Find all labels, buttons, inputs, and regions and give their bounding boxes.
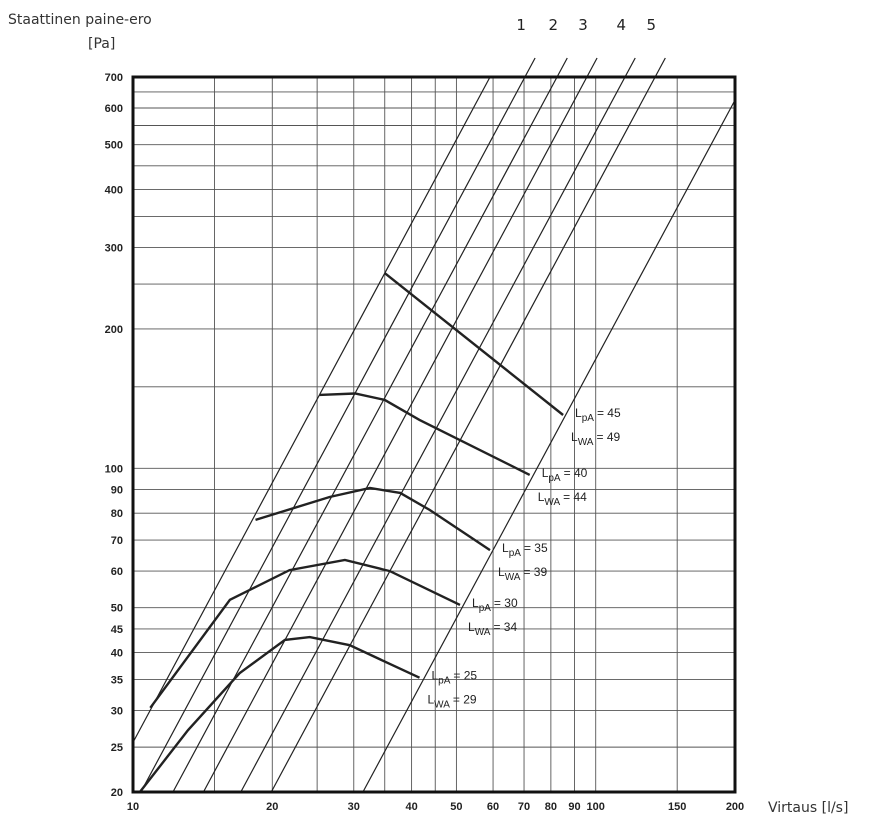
label-value: = 35 — [524, 541, 548, 555]
x-tick-label: 90 — [568, 801, 580, 813]
y-tick-label: 100 — [105, 463, 123, 475]
line-label: 4 — [616, 16, 626, 34]
line-label: 3 — [578, 16, 588, 34]
label-symbol: L — [571, 430, 578, 444]
label-subscript: WA — [505, 572, 521, 583]
label-value: = 45 — [597, 406, 621, 420]
label-symbol: L — [431, 669, 438, 683]
label-symbol: L — [538, 490, 545, 504]
x-tick-label: 50 — [450, 801, 462, 813]
label-value: = 30 — [494, 596, 518, 610]
y-tick-label: 90 — [111, 485, 123, 497]
curve-label: LWA = 39 — [498, 565, 547, 583]
curve-label: LpA = 40 — [542, 466, 588, 484]
label-subscript: WA — [544, 497, 560, 508]
line-label: 2 — [548, 16, 558, 34]
y-tick-label: 80 — [111, 508, 123, 520]
x-axis-title: Virtaus [l/s] — [768, 800, 848, 816]
label-subscript: pA — [582, 413, 595, 424]
y-tick-label: 300 — [105, 242, 123, 254]
label-value: = 40 — [564, 466, 588, 480]
label-subscript: pA — [438, 676, 451, 687]
label-symbol: L — [468, 620, 475, 634]
y-tick-label: 600 — [105, 103, 123, 115]
sound-curve — [319, 392, 531, 476]
label-subscript: pA — [509, 548, 522, 559]
label-symbol: L — [502, 541, 509, 555]
characteristic-line — [240, 57, 636, 793]
x-tick-label: 150 — [668, 801, 686, 813]
label-value: = 44 — [563, 490, 587, 504]
x-tick-label: 40 — [405, 801, 417, 813]
y-tick-label: 50 — [111, 603, 123, 615]
y-tick-label: 700 — [105, 72, 123, 84]
curve-label: LpA = 25 — [431, 669, 477, 687]
y-tick-label: 45 — [111, 624, 123, 636]
sound-curve — [383, 272, 564, 416]
label-value: = 39 — [523, 565, 547, 579]
characteristic-line — [202, 57, 598, 793]
label-value: = 29 — [453, 693, 477, 707]
characteristic-line — [270, 57, 666, 793]
label-value: = 34 — [493, 620, 517, 634]
y-tick-label: 500 — [105, 140, 123, 152]
y-tick-label: 25 — [111, 742, 123, 754]
label-symbol: L — [472, 596, 479, 610]
x-tick-label: 20 — [266, 801, 278, 813]
x-tick-label: 30 — [348, 801, 360, 813]
x-tick-label: 80 — [545, 801, 557, 813]
x-tick-label: 70 — [518, 801, 530, 813]
characteristic-line — [172, 57, 568, 793]
label-value: = 25 — [453, 669, 477, 683]
characteristic-line — [132, 76, 491, 743]
sound-curve — [255, 486, 491, 552]
label-symbol: L — [542, 466, 549, 480]
curve-label: LpA = 35 — [502, 541, 548, 559]
label-subscript: WA — [434, 700, 450, 711]
y-axis-title: [Pa] — [88, 36, 115, 52]
y-tick-label: 60 — [111, 566, 123, 578]
characteristic-line — [362, 99, 736, 793]
sound-curve — [138, 635, 421, 793]
label-symbol: L — [427, 693, 434, 707]
x-tick-label: 200 — [726, 801, 744, 813]
curve-label: LWA = 49 — [571, 430, 620, 448]
label-subscript: WA — [578, 437, 594, 448]
y-tick-label: 200 — [105, 324, 123, 336]
y-tick-label: 40 — [111, 648, 123, 660]
curve-label: LpA = 45 — [575, 406, 621, 424]
curve-label: LpA = 30 — [472, 596, 518, 614]
label-subscript: WA — [475, 627, 491, 638]
label-subscript: pA — [548, 473, 561, 484]
sound-curve — [149, 558, 461, 709]
x-tick-label: 10 — [127, 801, 139, 813]
y-tick-label: 20 — [111, 787, 123, 799]
plot-frame — [131, 75, 737, 794]
curve-label: LWA = 44 — [538, 490, 587, 508]
y-tick-label: 30 — [111, 705, 123, 717]
curve-label: LWA = 29 — [427, 693, 476, 711]
label-symbol: L — [498, 565, 505, 579]
y-tick-label: 70 — [111, 535, 123, 547]
x-tick-label: 60 — [487, 801, 499, 813]
characteristic-line — [140, 57, 536, 793]
y-tick-label: 400 — [105, 185, 123, 197]
label-value: = 49 — [596, 430, 620, 444]
x-tick-label: 100 — [587, 801, 605, 813]
label-symbol: L — [575, 406, 582, 420]
y-tick-label: 35 — [111, 674, 123, 686]
line-label: 1 — [516, 16, 526, 34]
line-label: 5 — [647, 16, 657, 34]
y-axis-title: Staattinen paine-ero — [8, 12, 152, 28]
label-subscript: pA — [479, 603, 492, 614]
curve-label: LWA = 34 — [468, 620, 517, 638]
